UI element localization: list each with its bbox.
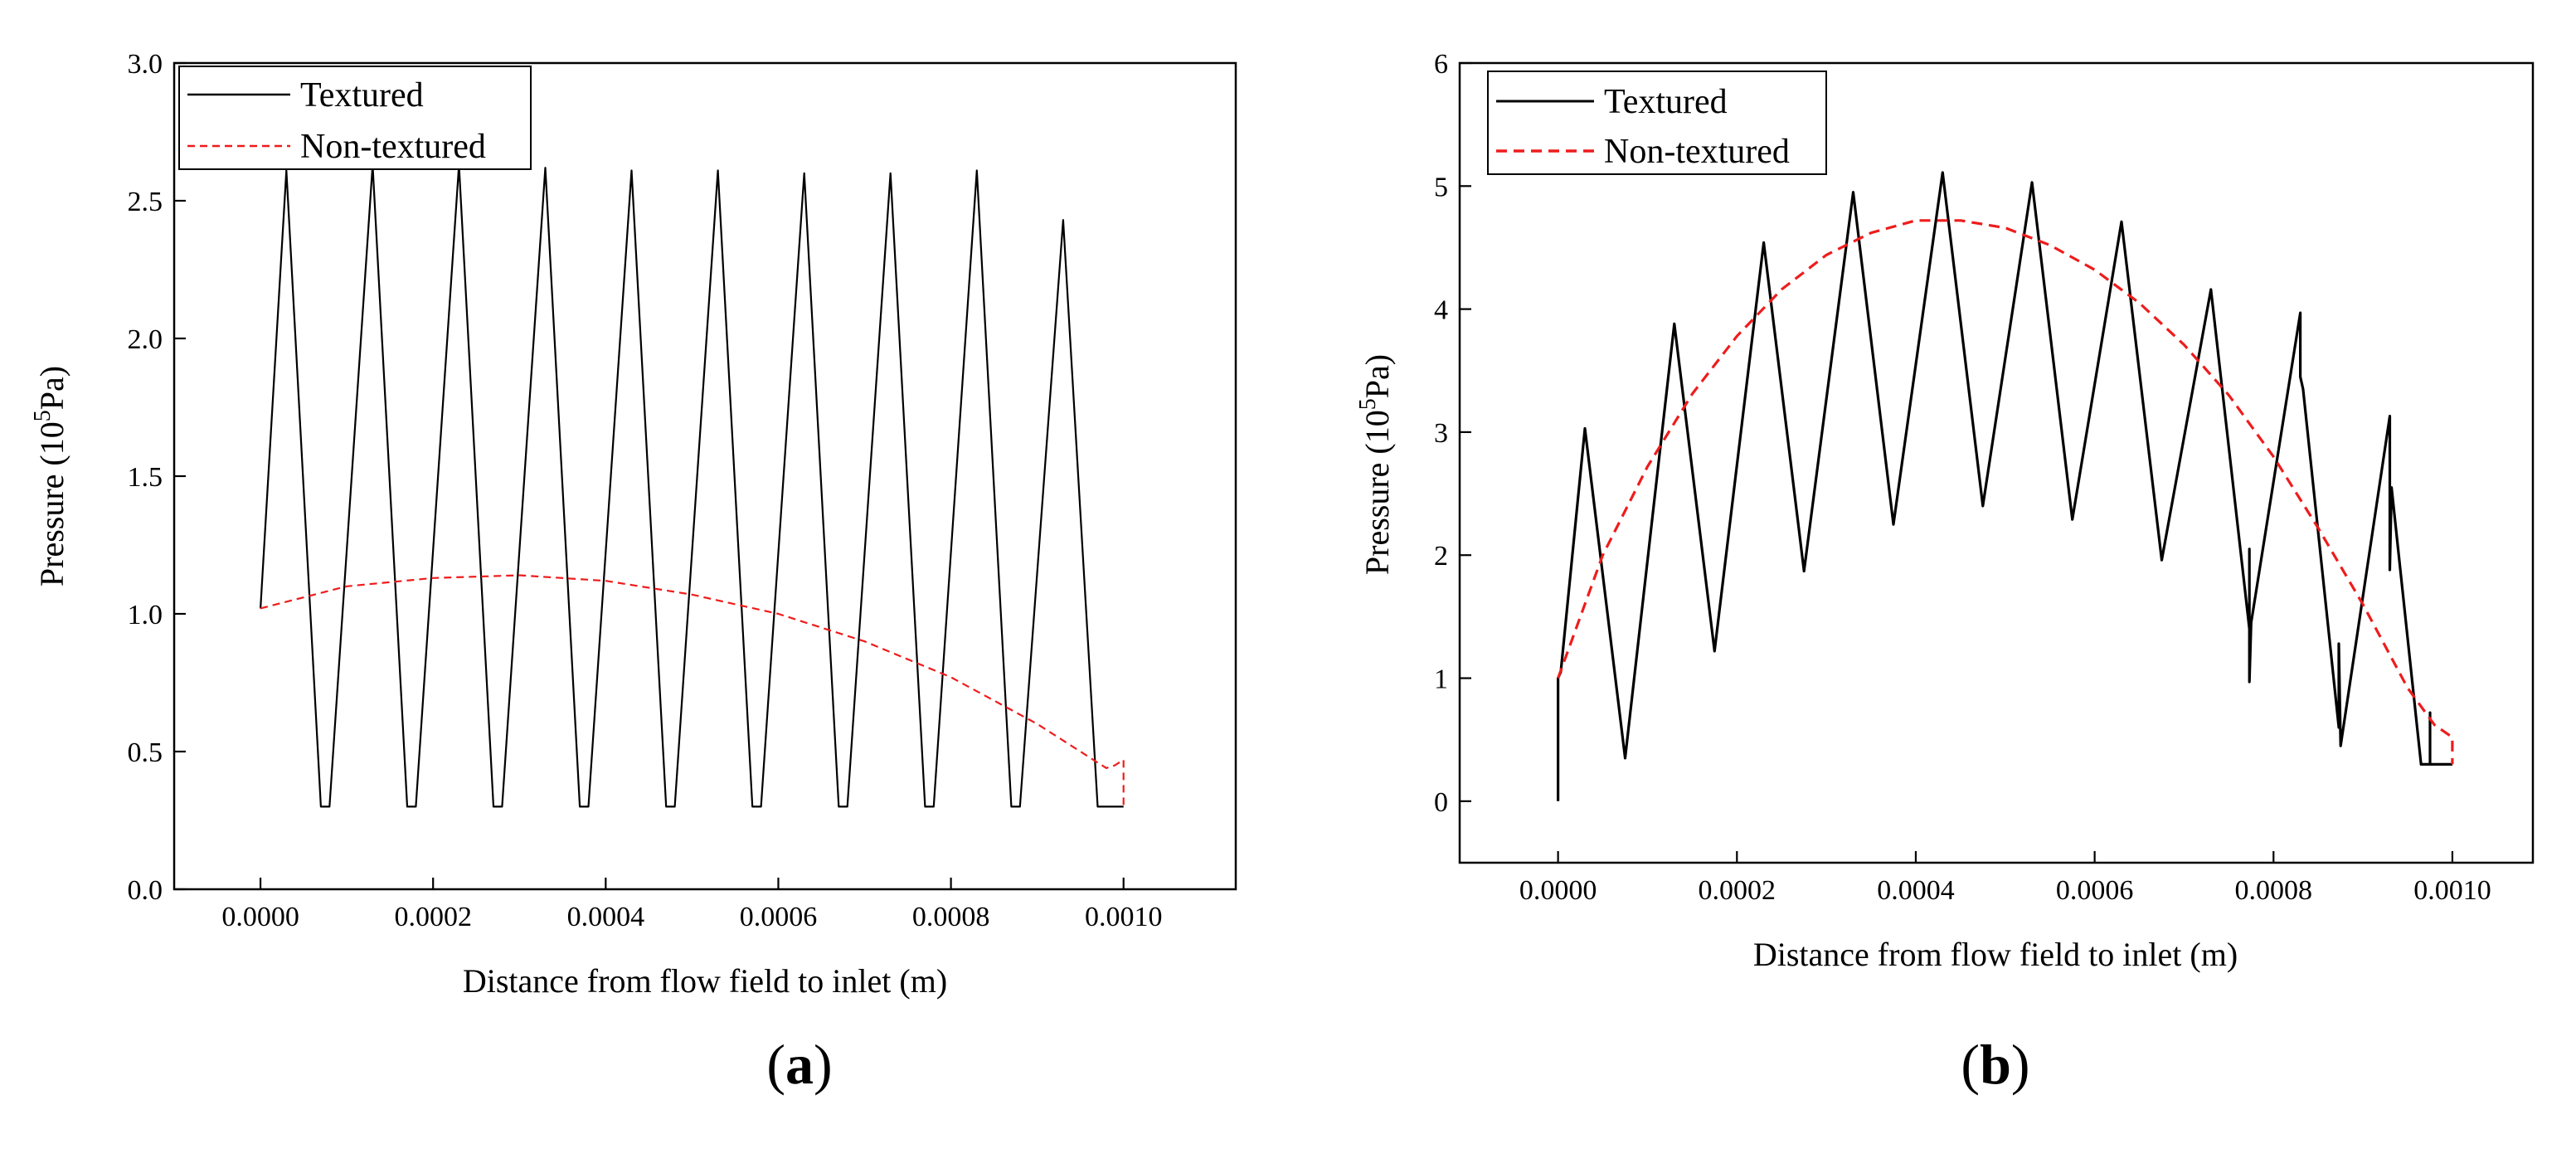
chart-b-y-tick-label: 2 <box>1434 541 1448 572</box>
chart-a-frame <box>173 61 1237 891</box>
chart-b-y-tick-label: 1 <box>1434 664 1448 695</box>
chart-b-series <box>1556 171 2454 801</box>
chart-a-series-textured <box>260 163 1124 808</box>
chart-b-x-tick-label: 0.0004 <box>1877 875 1955 906</box>
chart-b-x-tick-label: 0.0000 <box>1519 875 1597 906</box>
chart-b-x-tick-label: 0.0010 <box>2413 875 2491 906</box>
chart-b-x-tick-label: 0.0008 <box>2235 875 2313 906</box>
chart-b-series-non-textured <box>1557 219 2454 765</box>
chart-a-y-tick-label: 3.0 <box>128 49 163 80</box>
chart-a-y-tick-label: 2.5 <box>128 187 163 217</box>
chart-b-frame <box>1458 61 2535 864</box>
chart-b-x-axis-title: Distance from flow field to inlet (m) <box>1753 936 2238 973</box>
chart-b-legend: Textured Non-textured <box>1487 71 1827 175</box>
chart-a-y-axis-title: Pressure (105Pa) <box>30 366 70 586</box>
chart-b-x-ticks: 0.0000 0.0002 0.0004 0.0006 0.0008 0.0010 <box>1519 851 2491 906</box>
panel-label-a: (a) <box>766 1033 832 1096</box>
chart-b-y-tick-label: 0 <box>1434 787 1448 818</box>
chart-a-x-tick-label: 0.0002 <box>394 902 472 932</box>
chart-b-y-tick-label: 3 <box>1434 418 1448 449</box>
chart-a-y-tick-label: 2.0 <box>128 324 163 355</box>
chart-a-x-tick-label: 0.0006 <box>740 902 818 932</box>
panel-label-b: (b) <box>1961 1033 2029 1096</box>
chart-b-series-textured <box>1556 171 2452 801</box>
chart-b-y-tick-label: 4 <box>1434 295 1448 326</box>
chart-a-series-non-textured <box>260 574 1125 807</box>
chart-a-x-tick-label: 0.0004 <box>567 902 645 932</box>
chart-a-series <box>260 163 1125 808</box>
chart-b-x-tick-label: 0.0002 <box>1699 875 1776 906</box>
chart-b-legend-label-textured: Textured <box>1604 83 1728 121</box>
chart-a: 0.0000 0.0002 0.0004 0.0006 0.0008 0.0010 0.0… <box>30 49 1237 1096</box>
chart-a-legend-box <box>178 66 532 170</box>
chart-a-y-tick-label: 0.5 <box>128 737 163 768</box>
chart-b-y-tick-label: 6 <box>1434 49 1448 80</box>
chart-b-y-tick-label: 5 <box>1434 172 1448 202</box>
chart-a-y-tick-label: 0.0 <box>128 875 163 906</box>
chart-b-legend-box <box>1487 71 1827 175</box>
chart-a-y-ticks: 0.0 0.5 1.0 1.5 2.0 2.5 3.0 <box>128 49 186 906</box>
chart-a-x-axis-title: Distance from flow field to inlet (m) <box>463 962 947 1000</box>
chart-b-x-tick-label: 0.0006 <box>2056 875 2134 906</box>
chart-a-x-tick-label: 0.0010 <box>1085 902 1163 932</box>
chart-a-legend-label-textured: Textured <box>300 76 424 114</box>
chart-a-x-tick-label: 0.0000 <box>221 902 299 932</box>
chart-a-legend: Textured Non-textured <box>178 66 532 170</box>
chart-b-y-ticks: 0 1 2 3 4 5 6 <box>1434 49 1471 818</box>
chart-a-legend-label-non-textured: Non-textured <box>300 128 486 166</box>
chart-b: 0.0000 0.0002 0.0004 0.0006 0.0008 0.0010 0 1 2… <box>1355 49 2535 1096</box>
chart-a-x-ticks: 0.0000 0.0002 0.0004 0.0006 0.0008 0.0010 <box>221 878 1162 932</box>
chart-b-legend-label-non-textured: Non-textured <box>1604 133 1790 171</box>
chart-a-x-tick-label: 0.0008 <box>912 902 990 932</box>
chart-b-y-axis-title: Pressure (105Pa) <box>1355 354 1396 575</box>
chart-a-y-tick-label: 1.0 <box>128 600 163 630</box>
chart-a-y-tick-label: 1.5 <box>128 462 163 493</box>
